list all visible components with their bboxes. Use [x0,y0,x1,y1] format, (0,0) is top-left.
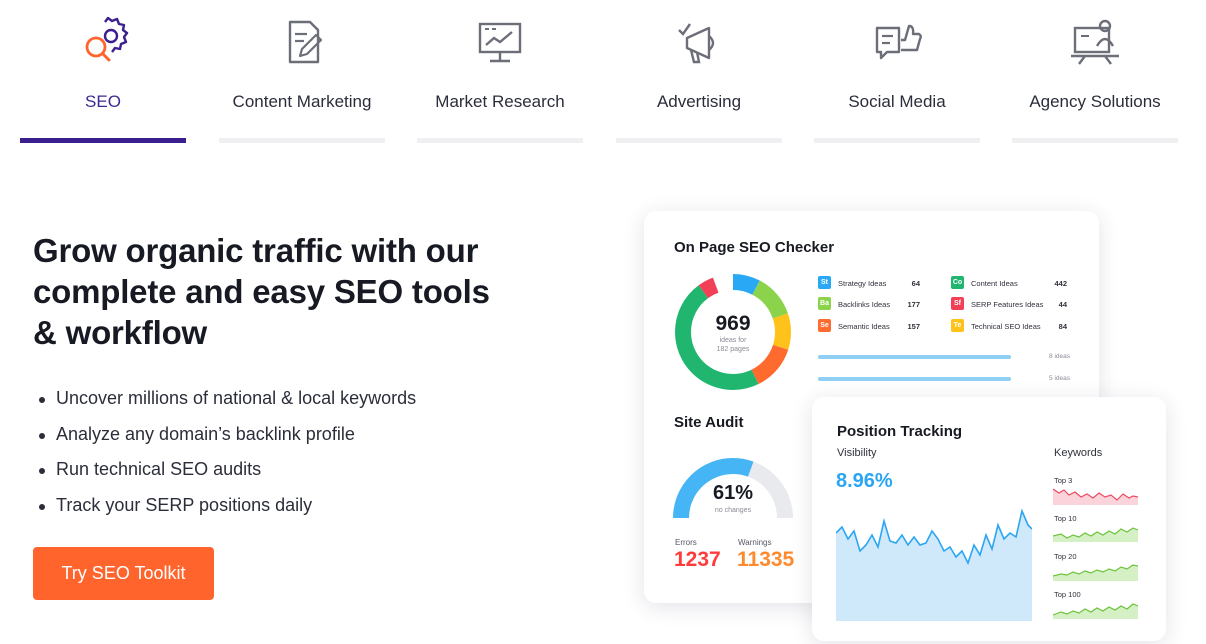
ideas-caption-line: 182 pages [716,345,750,353]
keyword-group-label: Top 100 [1054,590,1081,599]
idea-name: SERP Features Ideas [971,300,1044,309]
idea-chip: St [818,276,831,289]
tab-label: Agency Solutions [1029,92,1161,111]
feature-item: Uncover millions of national & local key… [38,381,416,417]
seo-gear-magnifier-icon [85,16,129,62]
tab-content-marketing[interactable]: Content Marketing [219,0,385,144]
tab-indicator [616,138,782,143]
top20-sparkline [1053,564,1138,581]
errors-count: 1237 [674,548,721,571]
idea-name: Semantic Ideas [838,322,890,331]
keyword-group-label: Top 20 [1054,552,1077,561]
idea-row: Te Technical SEO Ideas 84 [951,319,1067,333]
ideas-progress-line [818,377,1011,381]
donut-segment-content [675,274,791,390]
hero-headline: Grow organic traffic with our complete a… [33,232,490,351]
active-tab-indicator [20,138,186,143]
keyword-group-label: Top 10 [1054,514,1077,523]
content-edit-icon [288,20,323,64]
idea-name: Content Ideas [971,279,1018,288]
top3-sparkline [1053,488,1138,505]
tab-indicator [219,138,385,143]
site-audit-title: Site Audit [674,414,744,431]
tab-label: Content Marketing [232,92,372,111]
idea-count: 64 [911,279,920,288]
idea-row: Ba Backlinks Ideas 177 [818,297,928,311]
idea-row: Sf SERP Features Ideas 44 [951,297,1067,311]
ideas-donut-chart [675,274,791,390]
ideas-progress-note: 8 ideas [1049,353,1070,360]
tab-indicator [417,138,583,143]
tab-indicator [1012,138,1178,143]
top10-sparkline [1053,527,1138,542]
keyword-group-label: Top 3 [1054,476,1073,485]
on-page-seo-title: On Page SEO Checker [674,239,835,256]
idea-row: St Strategy Ideas 64 [818,276,928,290]
idea-count: 84 [1058,322,1067,331]
site-audit-score-caption: no changes [714,507,752,514]
donut-segment-technical [675,274,791,390]
tab-label: Social Media [848,92,946,111]
market-research-chart-icon [478,22,522,63]
donut-segment-strategy [675,274,791,390]
tab-market-research[interactable]: Market Research [417,0,583,144]
idea-name: Technical SEO Ideas [971,322,1041,331]
idea-name: Strategy Ideas [838,279,887,288]
tab-indicator [814,138,980,143]
megaphone-icon [678,23,715,64]
site-audit-gauge [673,458,793,520]
keywords-label: Keywords [1054,447,1103,459]
visibility-value: 8.96% [836,470,893,492]
feature-list: Uncover millions of national & local key… [38,381,416,524]
visibility-label: Visibility [837,447,877,459]
idea-chip: Sf [951,297,964,310]
visibility-chart [836,508,1032,621]
tab-label: Market Research [435,92,565,111]
idea-count: 442 [1054,279,1067,288]
idea-chip: Te [951,319,964,332]
idea-chip: Co [951,276,964,289]
warnings-label: Warnings [738,538,772,547]
idea-row: Co Content Ideas 442 [951,276,1067,290]
visibility-area [836,511,1032,621]
ideas-total: 969 [715,312,751,335]
errors-label: Errors [675,538,697,547]
tab-agency-solutions[interactable]: Agency Solutions [1012,0,1178,144]
site-audit-score: 61% [712,482,754,504]
idea-chip: Ba [818,297,831,310]
idea-name: Backlinks Ideas [838,300,891,309]
idea-count: 44 [1058,300,1067,309]
warnings-count: 11335 [737,548,795,571]
feature-item: Track your SERP positions daily [38,488,416,524]
idea-row: Se Semantic Ideas 157 [818,319,928,333]
ideas-progress-line [818,355,1011,359]
feature-item: Run technical SEO audits [38,452,416,488]
thumbs-up-chat-icon [875,24,922,60]
position-tracking-title: Position Tracking [837,423,963,440]
tab-seo[interactable]: SEO [20,0,186,144]
visibility-line [836,508,1032,566]
gauge-fill [673,458,793,519]
top100-sparkline [1053,603,1138,619]
idea-count: 157 [907,322,920,331]
tab-label: SEO [85,92,121,111]
try-seo-toolkit-button[interactable]: Try SEO Toolkit [33,547,214,600]
ideas-caption-line: ideas for [719,337,747,344]
idea-chip: Se [818,319,831,332]
idea-count: 177 [907,300,920,309]
tab-advertising[interactable]: Advertising [616,0,782,144]
feature-item: Analyze any domain’s backlink profile [38,417,416,453]
ideas-caption: ideas for 182 pages [703,337,763,354]
presentation-person-icon [1071,19,1119,65]
tab-label: Advertising [656,92,742,111]
tab-social-media[interactable]: Social Media [814,0,980,144]
ideas-progress-note: 5 ideas [1049,375,1070,382]
